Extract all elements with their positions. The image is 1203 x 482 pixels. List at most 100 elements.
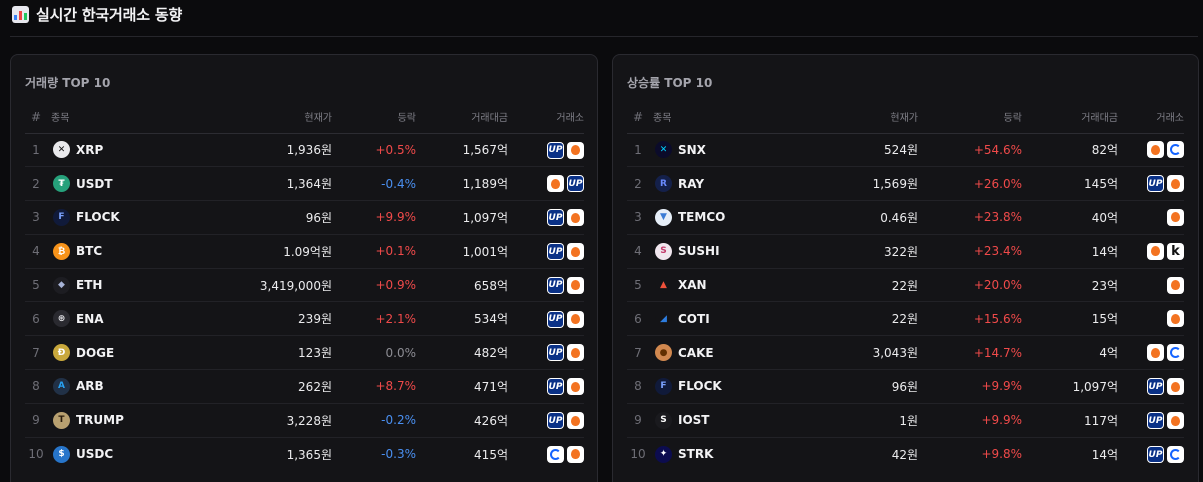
table-row[interactable]: 1 ✕ XRP 1,936원 +0.5% 1,567억 UP (25, 133, 584, 168)
change-cell: -0.4% (332, 166, 416, 202)
bithumb-exchange-icon[interactable] (567, 344, 584, 362)
coin-symbol[interactable]: USDC (76, 447, 114, 462)
coin-symbol[interactable]: USDT (76, 176, 113, 191)
table-row[interactable]: 1 ✕ SNX 524원 +54.6% 82억 (627, 133, 1184, 168)
bithumb-exchange-icon[interactable] (567, 209, 584, 227)
change-cell: 0.0% (332, 335, 416, 371)
bithumb-exchange-icon[interactable] (1147, 141, 1164, 159)
korbit-exchange-icon[interactable]: k (1167, 242, 1184, 260)
coin-symbol[interactable]: FLOCK (678, 379, 722, 394)
table-row[interactable]: 9 T TRUMP 3,228원 -0.2% 426억 UP (25, 403, 584, 438)
coin-symbol[interactable]: TRUMP (76, 413, 124, 428)
bithumb-exchange-icon[interactable] (1167, 276, 1184, 294)
bithumb-exchange-icon[interactable] (1167, 412, 1184, 430)
table-row[interactable]: 4 S SUSHI 322원 +23.4% 14억 k (627, 234, 1184, 269)
table-row[interactable]: 10 $ USDC 1,365원 -0.3% 415억 (25, 437, 584, 471)
change-cell: +23.4% (918, 234, 1022, 269)
bithumb-exchange-icon[interactable] (1167, 378, 1184, 396)
change-cell: +8.7% (332, 369, 416, 404)
coinone-exchange-icon[interactable] (1167, 446, 1184, 464)
exchange-cell: UP (1118, 403, 1184, 438)
bithumb-exchange-icon[interactable] (1167, 310, 1184, 328)
upbit-exchange-icon[interactable]: UP (1147, 446, 1164, 464)
bithumb-exchange-icon[interactable] (567, 310, 584, 328)
upbit-exchange-icon[interactable]: UP (547, 209, 564, 227)
table-row[interactable]: 6 ◢ COTI 22원 +15.6% 15억 (627, 301, 1184, 337)
table-row[interactable]: 6 ⊛ ENA 239원 +2.1% 534억 UP (25, 301, 584, 337)
upbit-exchange-icon[interactable]: UP (1147, 175, 1164, 193)
rank-cell: 9 (25, 403, 47, 438)
table-row[interactable]: 5 ◆ ETH 3,419,000원 +0.9% 658억 UP (25, 268, 584, 303)
coin-symbol[interactable]: ENA (76, 311, 104, 326)
bithumb-exchange-icon[interactable] (1167, 208, 1184, 226)
exchange-badges: UP (547, 209, 584, 227)
coin-symbol[interactable]: XRP (76, 142, 104, 157)
bithumb-exchange-icon[interactable] (547, 175, 564, 193)
bithumb-exchange-icon[interactable] (567, 412, 584, 430)
bithumb-exchange-icon[interactable] (1147, 344, 1164, 362)
upbit-exchange-icon[interactable]: UP (1147, 378, 1164, 396)
volume-cell: 15억 (1022, 301, 1118, 337)
upbit-exchange-icon[interactable]: UP (567, 175, 584, 193)
table-row[interactable]: 4 ₿ BTC 1.09억원 +0.1% 1,001억 UP (25, 234, 584, 269)
coin-symbol[interactable]: COTI (678, 311, 710, 326)
coin-symbol[interactable]: STRK (678, 447, 714, 462)
table-row[interactable]: 7 ● CAKE 3,043원 +14.7% 4억 (627, 335, 1184, 371)
bithumb-exchange-icon[interactable] (567, 141, 584, 159)
rank-cell: 5 (25, 268, 47, 303)
bithumb-exchange-icon[interactable] (567, 243, 584, 261)
coinone-exchange-icon[interactable] (1167, 141, 1184, 159)
bithumb-exchange-icon[interactable] (567, 445, 584, 463)
coin-symbol[interactable]: CAKE (678, 345, 714, 360)
upbit-exchange-icon[interactable]: UP (1147, 412, 1164, 430)
coin-name-wrap: ₿ BTC (53, 242, 212, 260)
bithumb-exchange-icon[interactable] (567, 276, 584, 294)
upbit-exchange-icon[interactable]: UP (547, 412, 564, 430)
volume-cell: 1,097억 (416, 200, 508, 235)
coin-symbol[interactable]: IOST (678, 413, 710, 428)
coin-symbol[interactable]: BTC (76, 244, 103, 259)
table-row[interactable]: 10 ✦ STRK 42원 +9.8% 14억 UP (627, 437, 1184, 471)
upbit-exchange-icon[interactable]: UP (547, 243, 564, 261)
price-cell: 1.09억원 (212, 234, 332, 269)
bithumb-exchange-icon[interactable] (1167, 175, 1184, 193)
table-row[interactable]: 2 ₮ USDT 1,364원 -0.4% 1,189억 UP (25, 166, 584, 202)
coinone-exchange-icon[interactable] (1167, 344, 1184, 362)
change-cell: +0.9% (332, 268, 416, 303)
coin-name-wrap: ◢ COTI (655, 310, 798, 328)
coin-symbol[interactable]: ARB (76, 379, 104, 394)
rank-cell: 8 (627, 369, 649, 404)
coin-name-wrap: ✕ XRP (53, 141, 212, 159)
table-row[interactable]: 3 F FLOCK 96원 +9.9% 1,097억 UP (25, 200, 584, 235)
coin-symbol[interactable]: SNX (678, 142, 706, 157)
bithumb-exchange-icon[interactable] (567, 378, 584, 396)
coin-symbol[interactable]: RAY (678, 176, 705, 191)
coin-symbol[interactable]: SUSHI (678, 244, 720, 259)
exchange-cell: UP (1118, 369, 1184, 404)
coin-name-wrap: ✕ SNX (655, 141, 798, 159)
coinone-exchange-icon[interactable] (547, 445, 564, 463)
upbit-exchange-icon[interactable]: UP (547, 310, 564, 328)
table-row[interactable]: 9 S IOST 1원 +9.9% 117억 UP (627, 403, 1184, 438)
table-row[interactable]: 8 F FLOCK 96원 +9.9% 1,097억 UP (627, 369, 1184, 404)
coin-symbol[interactable]: DOGE (76, 345, 115, 360)
upbit-exchange-icon[interactable]: UP (547, 276, 564, 294)
coin-name-wrap: Ð DOGE (53, 344, 212, 362)
table-row[interactable]: 5 ▲ XAN 22원 +20.0% 23억 (627, 268, 1184, 303)
upbit-exchange-icon[interactable]: UP (547, 141, 564, 159)
price-cell: 96원 (798, 369, 918, 404)
table-row[interactable]: 8 A ARB 262원 +8.7% 471억 UP (25, 369, 584, 404)
upbit-exchange-icon[interactable]: UP (547, 344, 564, 362)
table-row[interactable]: 2 R RAY 1,569원 +26.0% 145억 UP (627, 166, 1184, 202)
coin-symbol[interactable]: XAN (678, 278, 707, 293)
coin-symbol[interactable]: TEMCO (678, 210, 726, 225)
table-row[interactable]: 3 ▼ TEMCO 0.46원 +23.8% 40억 (627, 200, 1184, 235)
exchange-cell (1118, 200, 1184, 235)
upbit-exchange-icon[interactable]: UP (547, 378, 564, 396)
price-cell: 3,043원 (798, 335, 918, 371)
bithumb-exchange-icon[interactable] (1147, 242, 1164, 260)
table-row[interactable]: 7 Ð DOGE 123원 0.0% 482억 UP (25, 335, 584, 371)
price-cell: 22원 (798, 301, 918, 337)
coin-symbol[interactable]: ETH (76, 278, 103, 293)
coin-symbol[interactable]: FLOCK (76, 210, 120, 225)
